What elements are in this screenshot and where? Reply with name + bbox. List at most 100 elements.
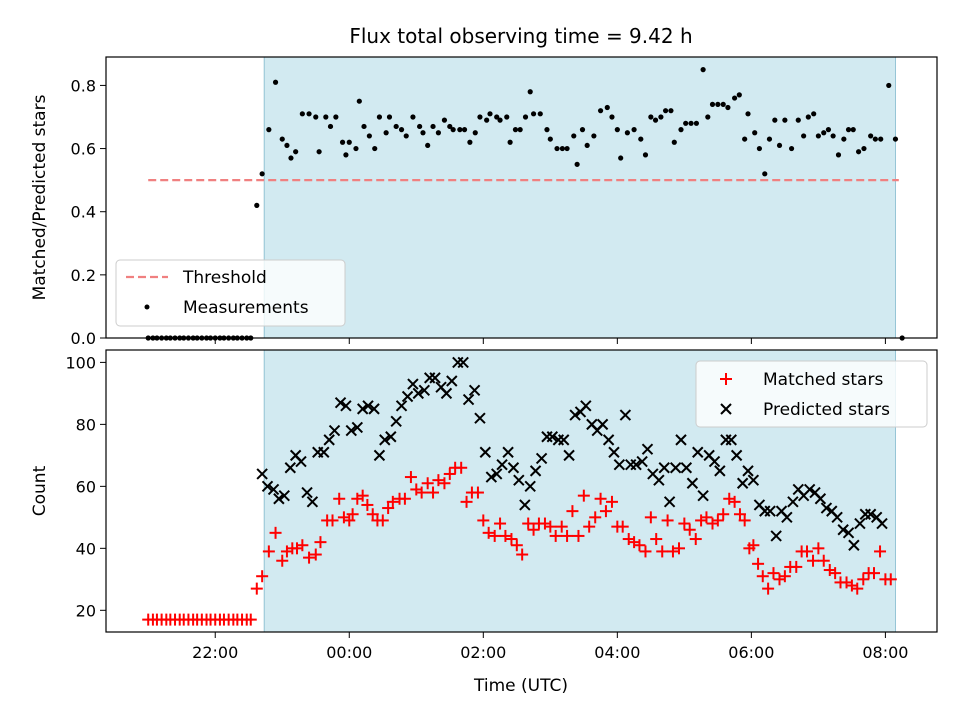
matched-point [544,520,557,533]
y-tick-label: 0.0 [71,329,96,348]
matched-point [386,495,399,508]
y-tick-label: 40 [76,539,96,558]
predicted-point [513,474,525,486]
measurement-point [410,114,416,120]
measurement-point [845,127,852,133]
matched-point [499,529,512,542]
predicted-point [395,400,408,412]
matched-point [276,554,289,567]
measurement-point [688,120,694,126]
matched-point [678,517,691,530]
measurement-point [725,104,731,111]
x-tick-label: 06:00 [728,643,774,662]
measurement-point [574,161,580,167]
measurement-point [805,114,811,120]
predicted-point [385,431,397,443]
measurement-point [430,123,436,130]
measurement-point [554,145,560,152]
matched-point [812,542,825,555]
predicted-point [764,505,776,517]
predicted-stars-series [256,356,888,551]
measurement-point [507,139,513,145]
predicted-point [692,446,704,458]
measurement-point [537,111,543,117]
predicted-point [747,474,760,486]
measurement-point [604,104,610,111]
y-tick-label: 100 [65,353,96,372]
matched-point [296,539,309,552]
matched-point [432,474,445,487]
measurement-point [435,130,441,136]
measurement-point [766,136,773,142]
x-tick-label: 22:00 [192,643,238,662]
predicted-point [653,474,665,486]
predicted-point [837,524,849,536]
measurement-point [527,89,533,95]
predicted-point [446,375,458,387]
predicted-point [876,517,888,530]
predicted-point [854,517,866,530]
matched-point [874,545,887,558]
predicted-point [356,403,369,415]
matched-point [711,514,724,527]
measurement-point [683,120,689,126]
measurement-point [517,127,523,133]
measurement-point [279,136,285,142]
predicted-point [736,477,749,489]
matched-point [516,548,529,561]
predicted-point [462,393,475,406]
matched-point [398,492,411,505]
measurement-point [614,127,620,133]
predicted-point [864,508,877,520]
measurement-point [642,152,649,158]
measurement-point [530,111,537,117]
x-ticks-top [214,338,886,344]
matched-point [800,545,813,558]
matched-point [256,570,269,583]
measurement-point [494,114,500,120]
matched-point [522,517,535,530]
measurements-series [145,67,905,341]
predicted-point [301,486,313,499]
matched-point [505,533,518,546]
measurement-point [886,82,892,89]
measurement-point [346,139,352,145]
matched-point [303,551,316,564]
predicted-point [524,480,536,493]
measurement-point [821,130,827,136]
measurement-point [861,145,867,152]
predicted-point [535,452,548,465]
measurement-point [811,111,817,117]
predicted-point [284,462,297,474]
measurement-point [266,127,272,133]
matched-point [376,514,389,527]
y-ticks-top: 0.0 0.2 0.4 0.6 0.8 [71,76,106,348]
predicted-point [295,455,307,468]
y-ticks-bottom: 20 40 60 80 100 [65,353,106,620]
x-tick-label: 02:00 [460,643,506,662]
x-axis-label: Time (UTC) [473,676,568,696]
matched-point [404,471,417,484]
measurement-point [461,127,468,133]
measurement-point [356,98,362,104]
predicted-point [368,403,380,415]
y-axis-label-bottom: Count [30,465,50,516]
matched-point [555,520,568,533]
measurement-point [403,133,409,139]
predicted-point [558,434,570,446]
matched-point [589,511,602,524]
y-tick-label: 80 [76,415,96,434]
measurement-point [450,127,456,133]
measurement-point [868,133,874,139]
matched-point [689,533,702,546]
matched-point [752,557,765,570]
measurement-point [579,127,586,133]
matched-point [488,529,501,542]
predicted-point [636,455,648,468]
measurement-point [393,123,399,130]
predicted-point [613,458,626,471]
predicted-point [842,527,855,539]
predicted-point [669,462,682,474]
predicted-point [641,443,654,455]
predicted-point [328,424,341,437]
